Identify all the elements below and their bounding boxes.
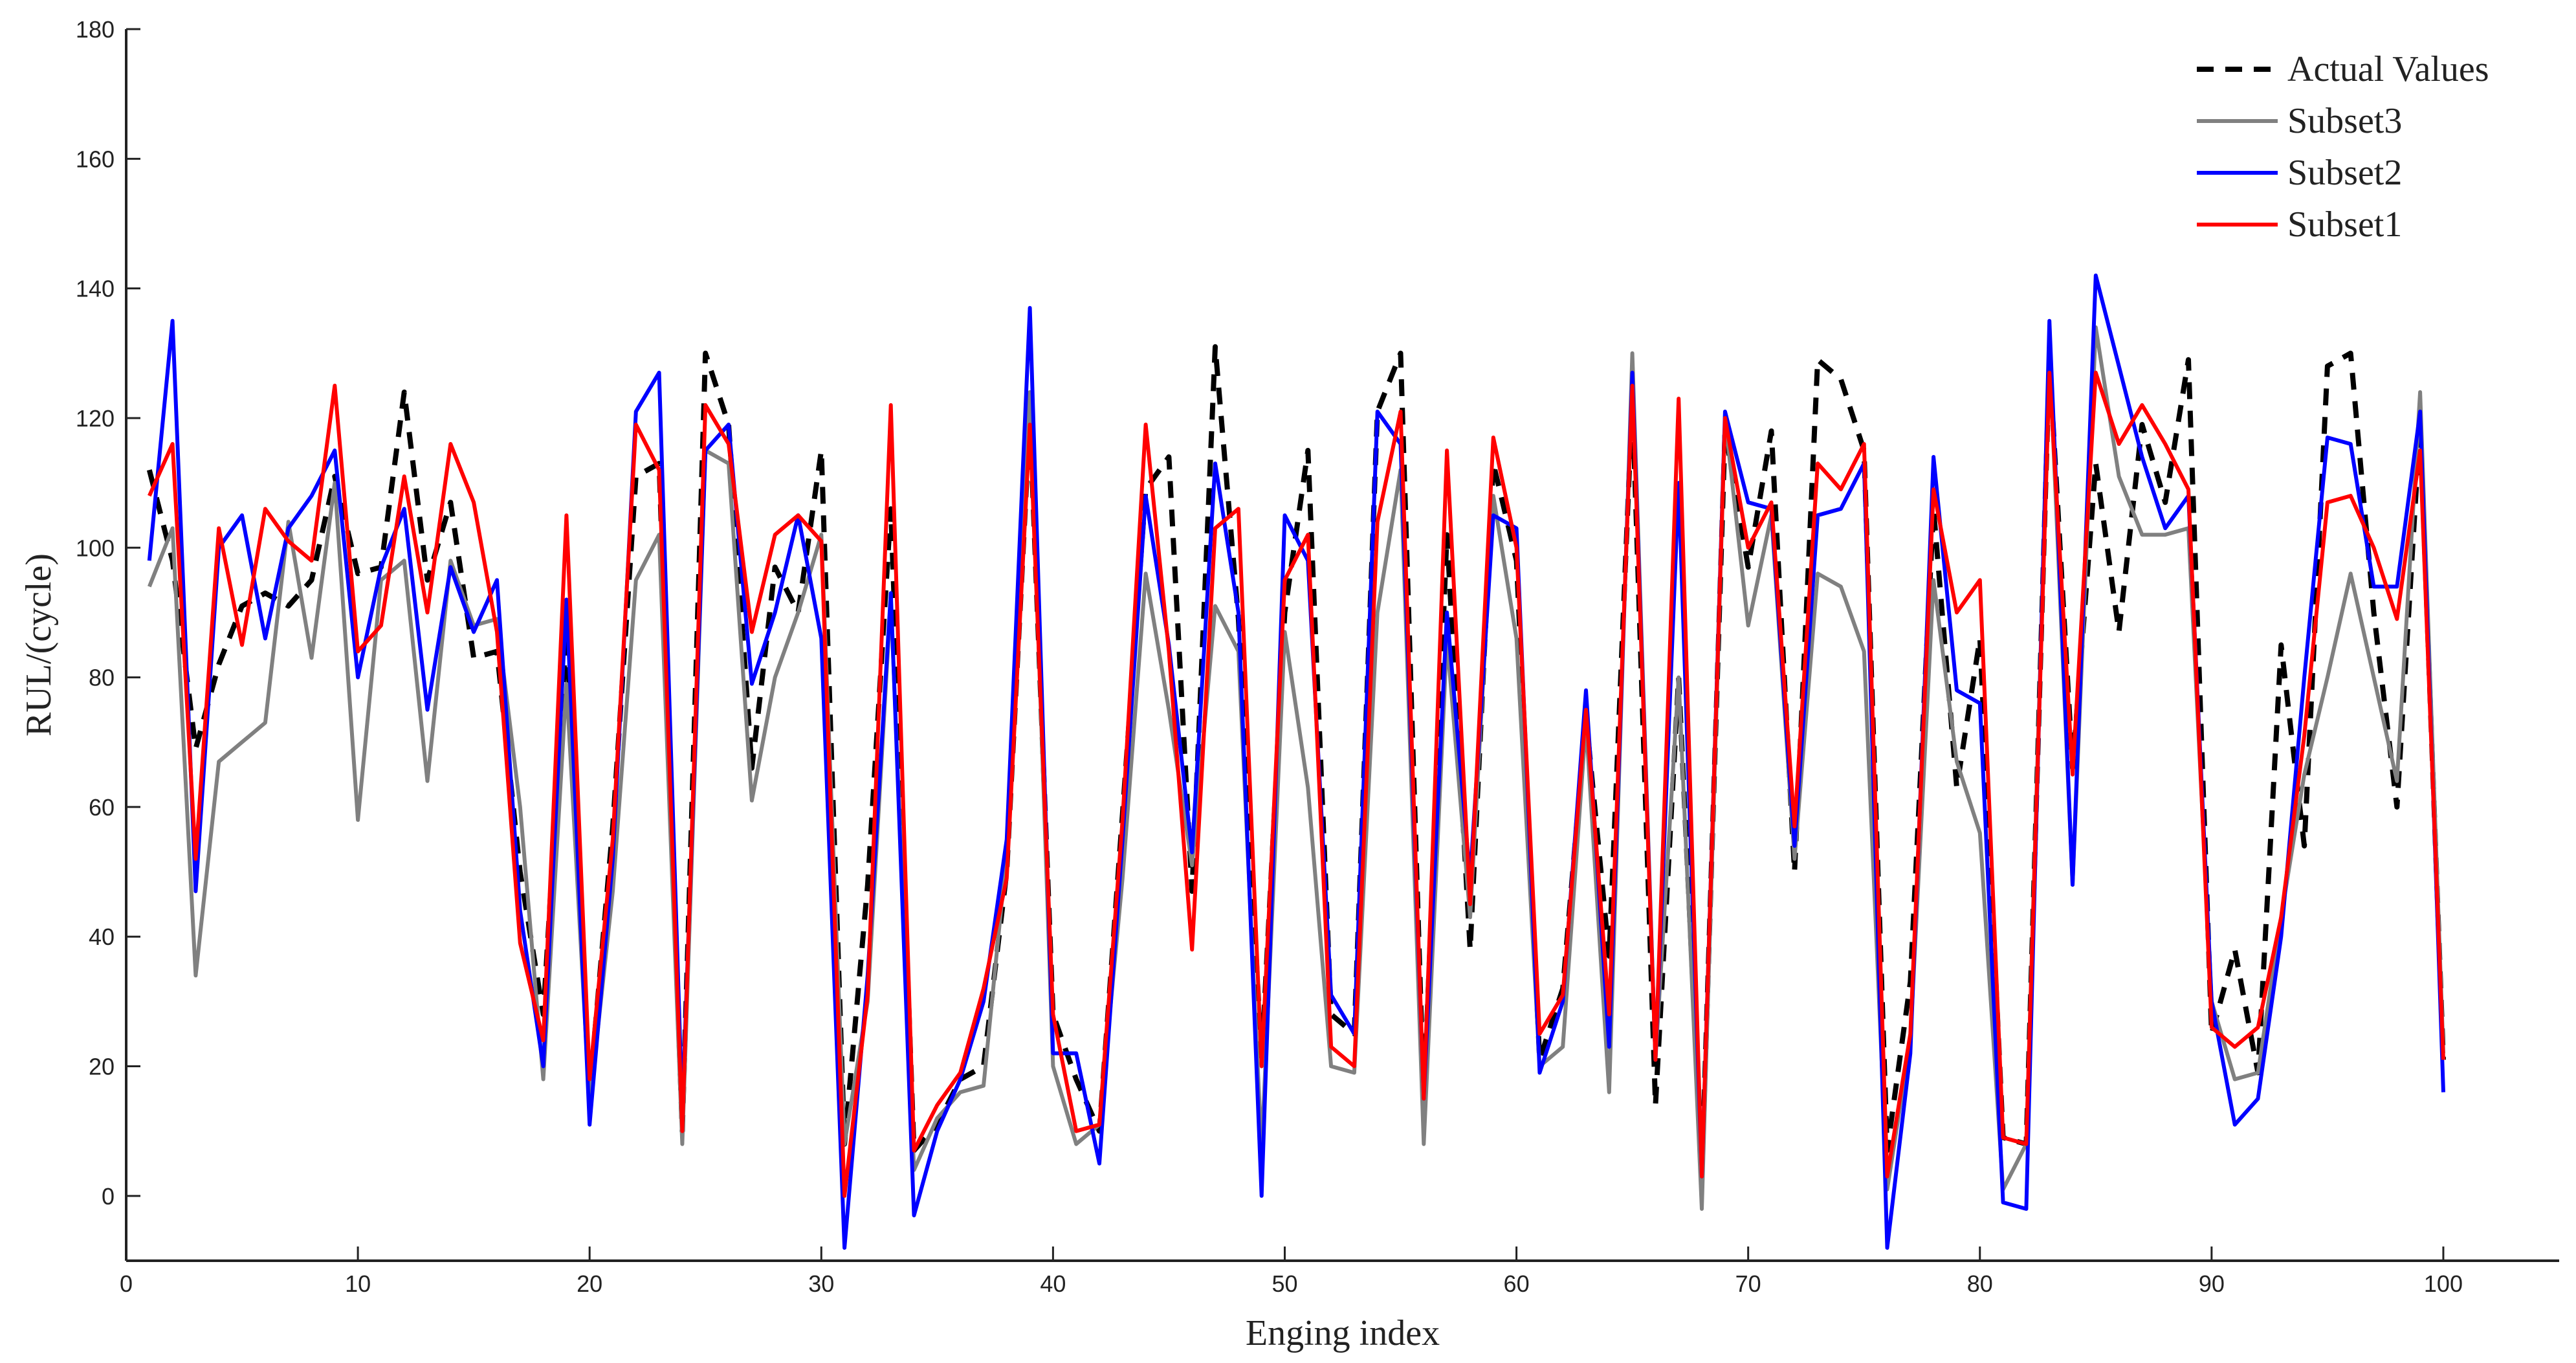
x-tick-label: 20 [577, 1270, 602, 1297]
y-axis-title: RUL/(cycle) [19, 553, 59, 737]
y-tick-label: 160 [76, 146, 115, 172]
x-tick-label: 40 [1040, 1270, 1066, 1297]
series-line-subset2 [147, 273, 2445, 1250]
x-tick-label: 60 [1504, 1270, 1530, 1297]
x-tick-label: 10 [345, 1270, 371, 1297]
x-tick-label: 100 [2424, 1270, 2463, 1297]
x-tick-label: 90 [2199, 1270, 2225, 1297]
y-tick-label: 140 [76, 276, 115, 302]
y-tick-label: 60 [89, 794, 115, 821]
series-line-subset1 [148, 370, 2445, 1198]
y-tick-label: 80 [89, 665, 115, 691]
x-tick-label: 70 [1735, 1270, 1761, 1297]
y-tick-label: 120 [76, 405, 115, 432]
legend-label-subset1: Subset1 [2287, 205, 2402, 245]
x-axis-title: Enging index [1246, 1313, 1440, 1353]
series-layer [146, 273, 2446, 1250]
axes: 0 10 20 30 40 50 60 70 80 90 100 0 20 40 60 80 100 120 140… [76, 16, 2559, 1297]
legend-label-subset2: Subset2 [2287, 153, 2402, 193]
x-tick-label: 80 [1967, 1270, 1993, 1297]
y-tick-label: 20 [89, 1054, 115, 1080]
x-tick-label: 0 [120, 1270, 133, 1297]
series-line-subset3 [148, 325, 2445, 1211]
x-tick-label: 50 [1271, 1270, 1297, 1297]
y-tick-label: 0 [102, 1183, 115, 1210]
y-tick-label: 40 [89, 924, 115, 950]
y-tick-label: 100 [76, 535, 115, 561]
legend-label-actual-values: Actual Values [2287, 49, 2489, 89]
y-tick-label: 180 [76, 16, 115, 43]
legend-label-subset3: Subset3 [2287, 101, 2402, 141]
series-line-actual-values [146, 344, 2446, 1179]
x-tick-label: 30 [808, 1270, 834, 1297]
legend: Actual Values Subset3 Subset2 Subset1 [2197, 49, 2489, 245]
